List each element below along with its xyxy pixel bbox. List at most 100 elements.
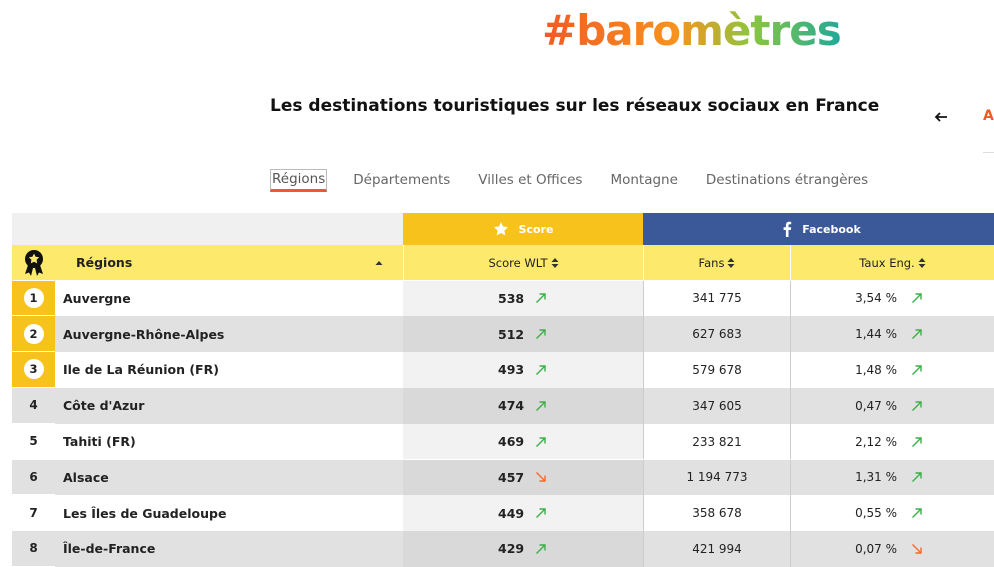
rank-cell: 2	[12, 316, 55, 353]
rate: 0,55 %	[855, 506, 897, 521]
trend-up-icon	[536, 329, 546, 340]
fans: 1 194 773	[686, 470, 748, 485]
group-label: Facebook	[802, 222, 861, 236]
score: 538	[498, 290, 525, 306]
region-name[interactable]: Tahiti (FR)	[63, 434, 136, 450]
score: 449	[498, 505, 525, 521]
star-icon	[493, 222, 508, 236]
rate: 0,47 %	[855, 398, 897, 413]
tab[interactable]: Montagne	[610, 172, 678, 188]
column-header: Fans	[643, 245, 790, 280]
name-cell: Auvergne	[55, 280, 403, 317]
score: 493	[498, 362, 525, 378]
column-label[interactable]: Régions	[76, 255, 133, 270]
sort-icon	[727, 257, 735, 268]
fans: 627 683	[692, 327, 742, 342]
trend-up-icon	[912, 401, 922, 411]
score-cell: 469	[403, 423, 643, 460]
region-name[interactable]: Auvergne	[63, 290, 131, 306]
rank-badge: 2	[23, 323, 44, 344]
rank-cell: 1	[12, 280, 55, 317]
score-cell: 512	[403, 316, 643, 353]
score-cell: 474	[403, 387, 643, 424]
trend-up-icon	[536, 508, 546, 519]
name-cell: Côte d'Azur	[55, 387, 403, 424]
fans-cell: 579 678	[643, 352, 790, 388]
column-header: Régions	[55, 245, 403, 280]
rate: 1,31 %	[855, 470, 897, 485]
trend-up-icon	[912, 508, 922, 519]
trend-up-icon	[536, 436, 546, 447]
fans: 421 994	[692, 541, 742, 556]
back-arrow[interactable]	[934, 110, 948, 124]
fans-cell: 358 678	[643, 495, 790, 532]
region-name[interactable]: Les Îles de Guadeloupe	[63, 505, 227, 521]
name-cell: Ile de La Réunion (FR)	[55, 352, 403, 388]
score-cell: 449	[403, 495, 643, 532]
column-label[interactable]: Fans	[698, 255, 725, 270]
score-cell: 538	[403, 280, 643, 317]
fans: 347 605	[692, 398, 742, 413]
rate-cell: 1,44 %	[790, 316, 994, 353]
column-label[interactable]: Score WLT	[488, 255, 548, 270]
rate: 1,44 %	[855, 327, 897, 342]
name-cell: Auvergne-Rhône-Alpes	[55, 316, 403, 353]
name-cell: Les Îles de Guadeloupe	[55, 495, 403, 532]
rate: 1,48 %	[855, 362, 897, 377]
region-name[interactable]: Ile de La Réunion (FR)	[63, 362, 219, 378]
region-name[interactable]: Alsace	[63, 469, 109, 485]
region-name[interactable]: Côte d'Azur	[63, 398, 145, 414]
name-cell: Tahiti (FR)	[55, 423, 403, 460]
group-facebook: Facebook	[643, 213, 994, 245]
rank-badge: 1	[23, 287, 44, 308]
rank-badge: 3	[23, 359, 44, 380]
score: 512	[498, 326, 525, 342]
fans: 358 678	[692, 506, 742, 521]
rank: 4	[29, 398, 38, 413]
name-cell: Île-de-France	[55, 531, 403, 567]
rank-cell: 7	[12, 495, 55, 532]
trend-up-icon	[536, 365, 546, 375]
score: 474	[498, 398, 525, 414]
trend-up-icon	[536, 401, 546, 411]
fans-cell: 233 821	[643, 423, 790, 460]
rank: 6	[29, 469, 38, 484]
column-header: Taux Eng.	[790, 245, 994, 280]
trend-up-icon	[536, 544, 546, 554]
divider	[983, 152, 994, 153]
rate-cell: 1,31 %	[790, 459, 994, 496]
fans-cell: 421 994	[643, 531, 790, 567]
rank-cell: 8	[12, 531, 55, 567]
rate: 0,07 %	[855, 541, 897, 556]
logo: #baromètres	[542, 6, 842, 55]
trend-up-icon	[912, 365, 922, 375]
tab[interactable]: Destinations étrangères	[705, 172, 869, 188]
facebook-icon	[783, 221, 792, 237]
sort-asc-icon	[375, 261, 383, 265]
column-header: Score WLT	[403, 245, 643, 280]
tab[interactable]: Départements	[353, 172, 451, 188]
fans: 579 678	[692, 362, 742, 377]
score: 469	[498, 434, 525, 450]
tab[interactable]: Villes et Offices	[478, 172, 583, 188]
rate-cell: 2,12 %	[790, 423, 994, 460]
fans: 341 775	[692, 291, 742, 306]
score-cell: 457	[403, 459, 643, 496]
rank-cell: 3	[12, 352, 55, 388]
column-label[interactable]: Taux Eng.	[859, 255, 915, 270]
region-name[interactable]: Île-de-France	[63, 541, 156, 557]
rate: 2,12 %	[855, 434, 897, 449]
trend-up-icon	[912, 472, 922, 483]
rank: 7	[29, 505, 38, 520]
rate-cell: 1,48 %	[790, 352, 994, 388]
fans: 233 821	[692, 434, 742, 449]
region-name[interactable]: Auvergne-Rhône-Alpes	[63, 326, 225, 342]
fans-cell: 341 775	[643, 280, 790, 317]
rank-header	[12, 245, 55, 280]
tab-bar: Régions Départements Villes et Offices Mont…	[270, 169, 870, 192]
tab[interactable]: Régions	[270, 169, 328, 192]
header-link[interactable]: A	[983, 108, 994, 124]
fans-cell: 1 194 773	[643, 459, 790, 496]
